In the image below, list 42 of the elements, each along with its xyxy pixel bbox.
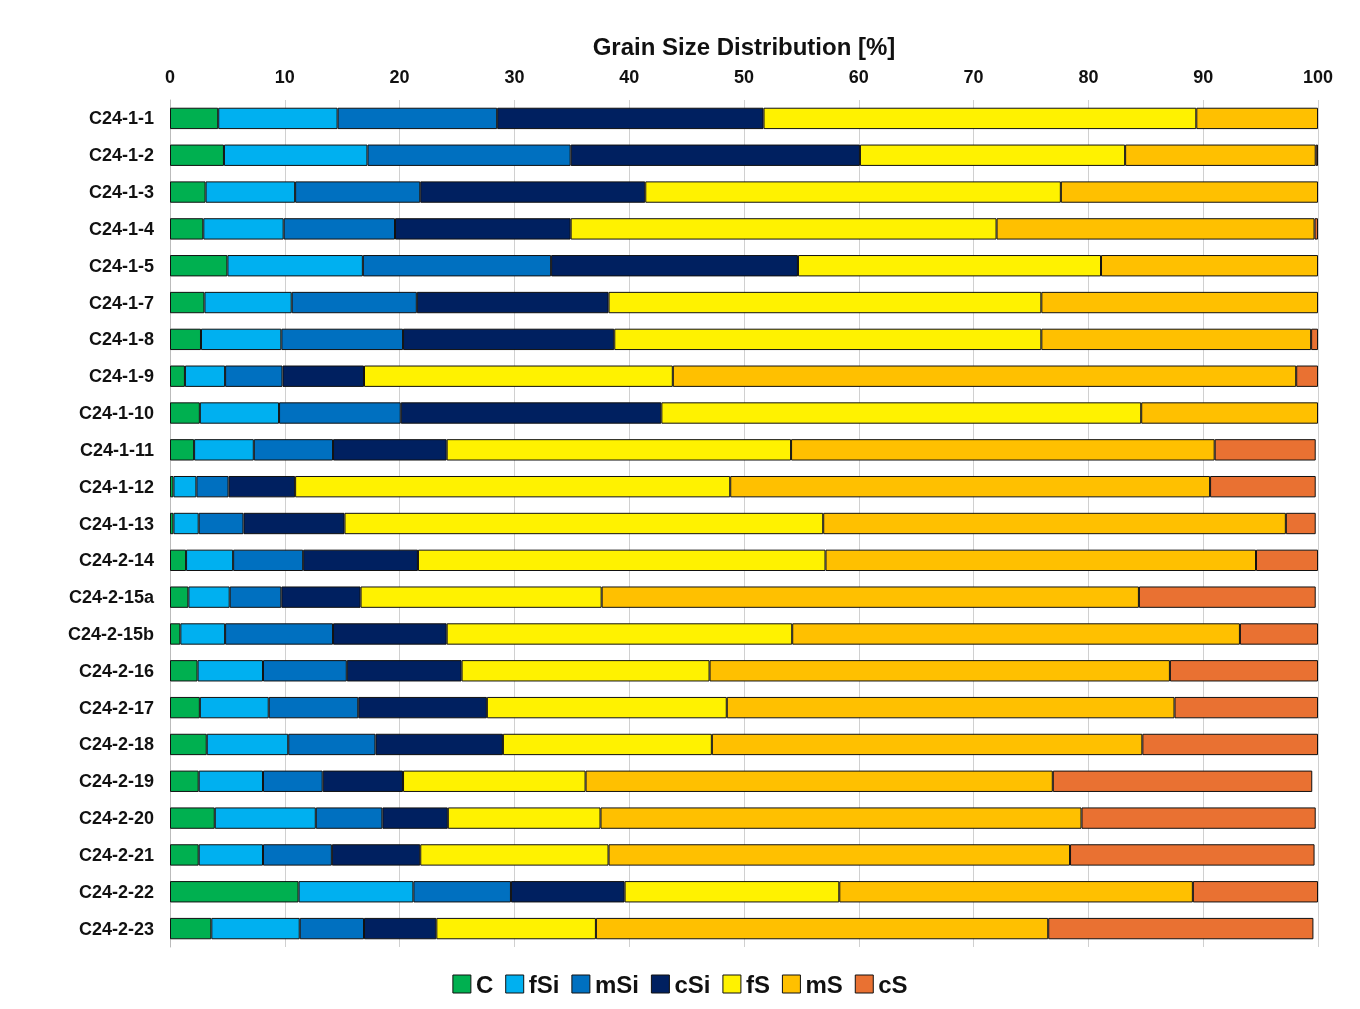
y-tick-label: C24-1-4 — [88, 218, 154, 239]
legend-label: mSi — [594, 970, 639, 998]
y-tick-label: C24-2-15a — [68, 587, 155, 608]
x-axis-title: Grain Size Distribution [%] — [592, 32, 896, 60]
y-tick-label: C24-2-19 — [78, 771, 154, 792]
legend-label: mS — [805, 970, 843, 998]
y-tick-label: C24-1-7 — [88, 292, 154, 313]
y-tick-label: C24-1-12 — [78, 476, 154, 497]
x-tick-label: 20 — [389, 67, 410, 87]
legend-label: C — [475, 970, 494, 998]
x-tick-label: 10 — [274, 67, 295, 87]
legend-label: cSi — [674, 970, 711, 998]
y-tick-label: C24-2-16 — [78, 660, 154, 681]
y-tick-label: C24-1-3 — [88, 182, 154, 203]
legend-label: fS — [745, 970, 770, 998]
x-tick-label: 100 — [1302, 67, 1334, 87]
legend-label: cS — [878, 970, 908, 998]
x-tick-label: 60 — [848, 67, 869, 87]
x-tick-label: 0 — [164, 67, 176, 87]
legend-label: fSi — [528, 970, 560, 998]
y-tick-label: C24-2-23 — [78, 918, 154, 939]
y-tick-label: C24-2-21 — [78, 844, 154, 865]
x-tick-label: 90 — [1193, 67, 1214, 87]
y-tick-label: C24-1-8 — [88, 329, 154, 350]
y-tick-label: C24-1-10 — [78, 403, 154, 424]
y-tick-label: C24-1-1 — [88, 108, 154, 129]
y-tick-label: C24-2-20 — [78, 808, 154, 829]
y-tick-label: C24-2-15b — [67, 623, 154, 644]
x-tick-label: 40 — [619, 67, 640, 87]
y-tick-label: C24-1-11 — [79, 439, 154, 460]
y-tick-label: C24-2-14 — [78, 550, 154, 571]
y-tick-label: C24-1-13 — [78, 513, 154, 534]
x-tick-label: 30 — [504, 67, 525, 87]
y-tick-label: C24-1-2 — [88, 145, 154, 166]
y-tick-label: C24-2-18 — [78, 734, 154, 755]
x-tick-label: 50 — [733, 67, 755, 87]
x-tick-label: 70 — [963, 67, 984, 87]
y-tick-label: C24-2-17 — [78, 697, 154, 718]
x-tick-label: 80 — [1078, 67, 1099, 87]
y-tick-label: C24-1-5 — [88, 255, 154, 276]
y-tick-label: C24-2-22 — [78, 881, 154, 902]
y-tick-label: C24-1-9 — [88, 366, 154, 387]
